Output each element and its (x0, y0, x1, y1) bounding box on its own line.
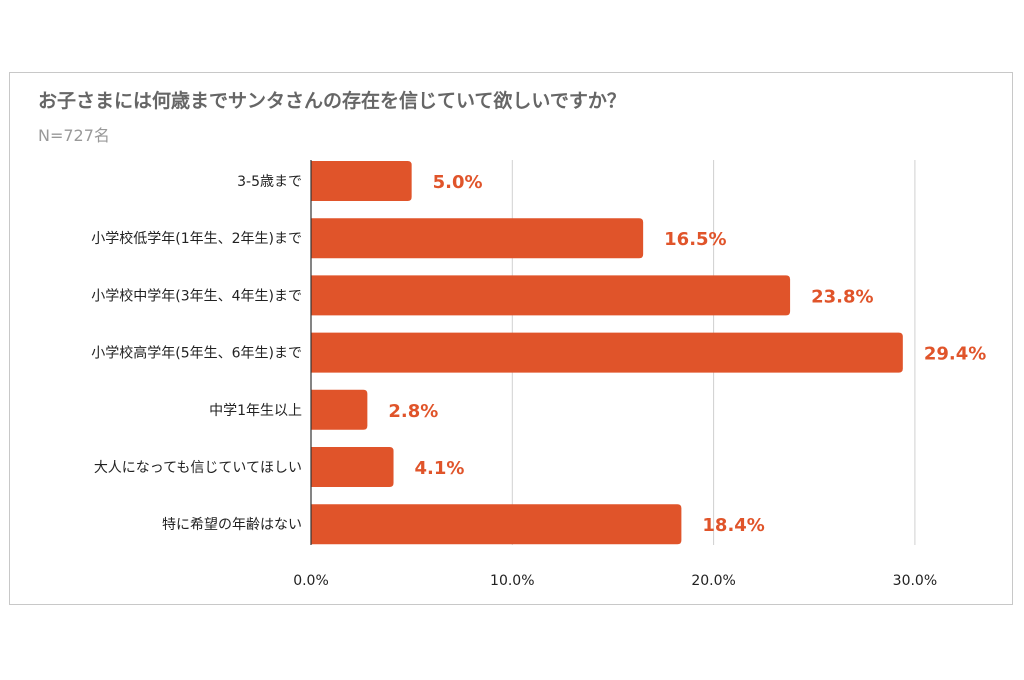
data-label: 29.4% (924, 344, 986, 365)
chart-title: お子さまには何歳までサンタさんの存在を信じていて欲しいですか？ (38, 90, 626, 112)
bar (311, 447, 394, 487)
bar (311, 275, 791, 316)
bar (311, 161, 412, 201)
chart-subtitle: N=727名 (38, 126, 110, 145)
category-label: 3-5歳まで (237, 174, 302, 190)
data-label: 2.8% (388, 401, 438, 422)
bar (311, 389, 368, 430)
bar (311, 504, 682, 545)
data-label: 23.8% (811, 286, 873, 307)
category-label: 中学1年生以上 (209, 403, 302, 419)
category-label: 大人になっても信じていてほしい (94, 460, 302, 476)
category-label: 小学校低学年(1年生、2年生)まで (91, 230, 302, 247)
category-label: 小学校中学年(3年生、4年生)まで (91, 287, 302, 304)
category-label: 小学校高学年(5年生、6年生)まで (91, 345, 302, 362)
chart-frame (9, 72, 1013, 605)
data-label: 5.0% (433, 172, 483, 193)
bar (311, 332, 903, 373)
data-label: 4.1% (415, 458, 465, 479)
x-tick-label: 30.0% (893, 573, 937, 589)
x-tick-label: 0.0% (293, 573, 329, 589)
bar (311, 218, 644, 259)
data-label: 16.5% (664, 229, 726, 250)
data-label: 18.4% (702, 515, 764, 536)
x-tick-label: 10.0% (490, 573, 534, 589)
x-tick-label: 20.0% (691, 573, 735, 589)
category-label: 特に希望の年齢はない (162, 517, 302, 533)
